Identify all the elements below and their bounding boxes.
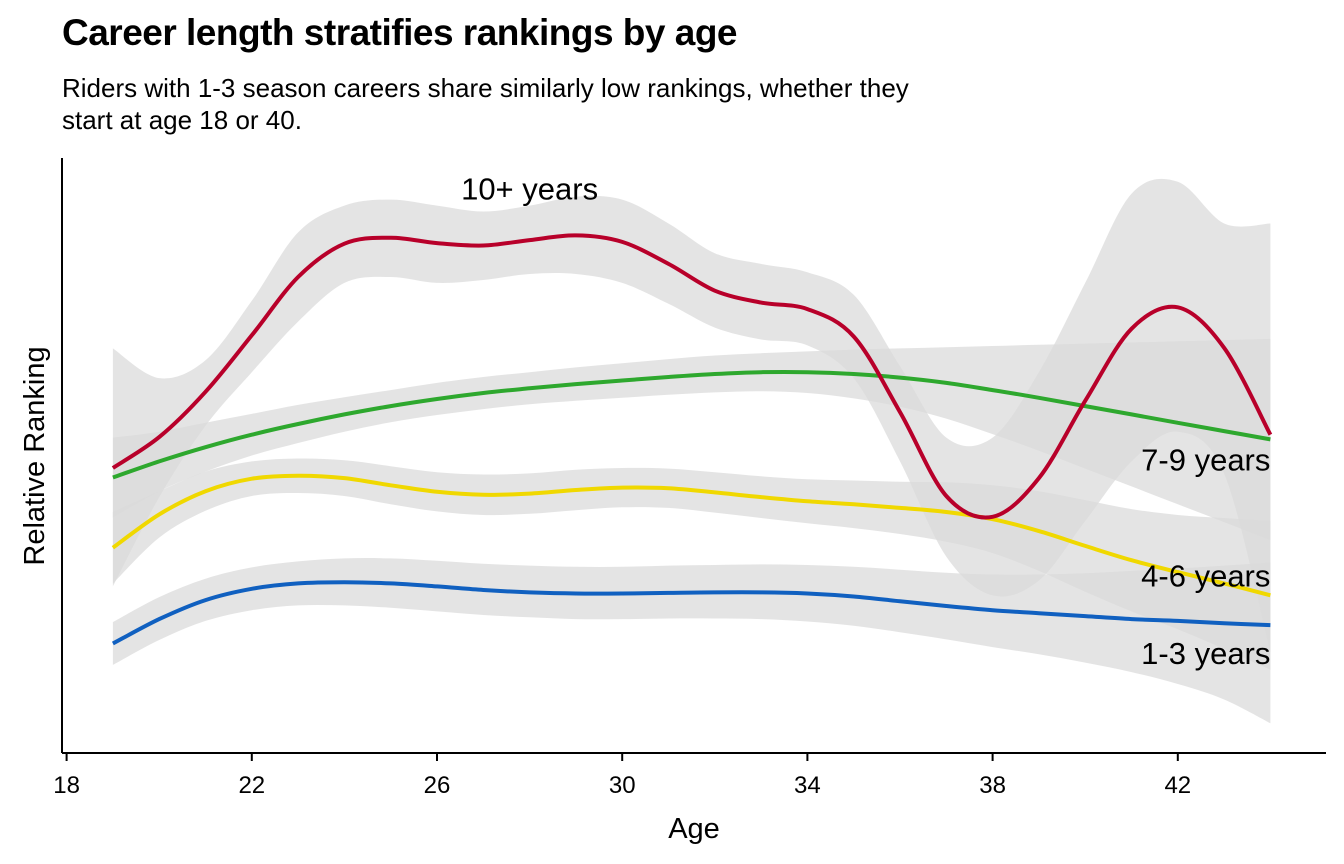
series-label-4-6-years: 4-6 years — [1141, 558, 1270, 593]
x-tick-label-18: 18 — [53, 772, 80, 799]
series-line-4-6-years — [111, 473, 1271, 598]
x-tick-label-42: 42 — [1164, 772, 1191, 799]
x-tick-label-26: 26 — [424, 772, 451, 799]
chart-subtitle: Riders with 1-3 season careers share sim… — [62, 73, 909, 135]
confidence-band-10-plus-years — [112, 178, 1271, 652]
series-label-1-3-years: 1-3 years — [1141, 636, 1270, 671]
chart-title: Career length stratifies rankings by age — [62, 12, 738, 53]
x-axis-title: Age — [668, 813, 720, 845]
series-line-10-plus-years — [111, 233, 1273, 520]
series-labels: 1-3 years 4-6 years 7-9 years 10+ years — [461, 172, 1270, 671]
series-lines — [111, 233, 1273, 646]
series-line-1-3-years — [111, 580, 1271, 646]
x-tick-label-22: 22 — [238, 772, 265, 799]
series-label-10-plus-years: 10+ years — [461, 172, 598, 207]
series-label-7-9-years: 7-9 years — [1141, 442, 1270, 477]
confidence-bands — [112, 178, 1271, 724]
x-tick-label-30: 30 — [609, 772, 636, 799]
x-tick-label-34: 34 — [794, 772, 821, 799]
x-axis-ticks: 18 22 26 30 34 38 42 — [53, 753, 1191, 799]
confidence-band-1-3-years — [112, 558, 1271, 724]
y-axis-title: Relative Ranking — [19, 346, 51, 565]
x-tick-label-38: 38 — [979, 772, 1006, 799]
